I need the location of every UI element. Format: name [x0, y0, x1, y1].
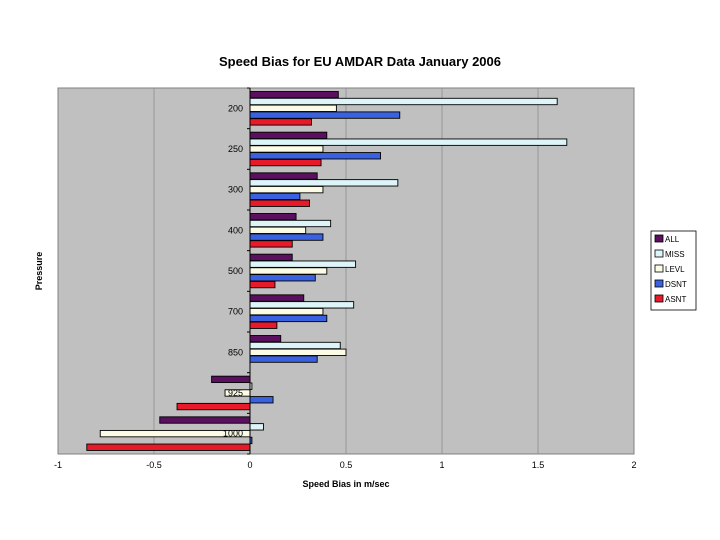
bar-miss-1000 — [249, 423, 264, 431]
bar-asnt-925 — [176, 402, 251, 411]
legend-label-dsnt: DSNT — [665, 280, 687, 289]
legend-swatch-miss — [654, 249, 664, 258]
bar-miss-700 — [249, 301, 355, 309]
category-label-925: 925 — [228, 388, 243, 398]
x-tick-label: 1 — [439, 460, 444, 470]
category-label-200: 200 — [228, 103, 243, 113]
category-label-700: 700 — [228, 307, 243, 317]
bar-all-250 — [249, 131, 328, 140]
category-label-850: 850 — [228, 347, 243, 357]
legend-label-levl: LEVL — [665, 265, 685, 274]
bar-miss-300 — [249, 179, 399, 187]
chart-title: Speed Bias for EU AMDAR Data January 200… — [219, 54, 501, 69]
category-label-250: 250 — [228, 144, 243, 154]
bar-levl-250 — [249, 145, 324, 153]
bars-group — [86, 91, 568, 451]
bar-asnt-700 — [249, 321, 278, 329]
x-axis-label: Speed Bias in m/sec — [302, 479, 389, 489]
bar-all-700 — [249, 294, 305, 302]
legend-swatch-dsnt — [654, 279, 664, 288]
bar-all-925 — [211, 375, 251, 384]
bar-levl-700 — [249, 307, 324, 316]
bar-levl-200 — [249, 104, 337, 112]
bar-levl-300 — [249, 185, 324, 194]
category-label-400: 400 — [228, 225, 243, 235]
x-tick-label: 0 — [247, 460, 252, 470]
legend-label-miss: MISS — [665, 250, 685, 259]
legend-label-all: ALL — [665, 235, 680, 244]
bar-levl-850 — [249, 348, 347, 356]
bar-miss-500 — [249, 260, 357, 268]
x-tick-label: 1.5 — [532, 460, 545, 470]
bar-asnt-400 — [249, 240, 293, 248]
category-label-500: 500 — [228, 266, 243, 276]
bar-dsnt-925 — [249, 396, 274, 404]
x-tick-label: -0.5 — [146, 460, 162, 470]
x-tick-label: 2 — [631, 460, 636, 470]
bar-miss-850 — [249, 341, 341, 350]
bar-dsnt-250 — [249, 152, 382, 160]
bar-asnt-200 — [249, 118, 312, 126]
category-labels: 200 250 300 400 500 700 850 925 1000 — [223, 103, 243, 438]
y-axis-label: Pressure — [34, 252, 44, 291]
zero-axis — [247, 87, 251, 455]
bar-dsnt-300 — [249, 192, 301, 201]
bar-all-200 — [249, 91, 339, 99]
bar-asnt-1000 — [86, 443, 251, 451]
legend-swatch-asnt — [654, 294, 664, 303]
bar-miss-400 — [249, 219, 332, 228]
bar-dsnt-500 — [249, 274, 316, 282]
bar-miss-250 — [249, 138, 568, 146]
bar-levl-400 — [249, 226, 307, 234]
x-tick-label: -1 — [54, 460, 62, 470]
bar-all-500 — [249, 253, 293, 262]
bar-levl-500 — [249, 267, 328, 275]
legend-label-asnt: ASNT — [665, 295, 686, 304]
bar-all-1000 — [159, 416, 251, 424]
bar-dsnt-850 — [249, 355, 318, 363]
category-label-1000: 1000 — [223, 429, 243, 439]
bar-asnt-250 — [249, 158, 322, 167]
x-tick-label: 0.5 — [340, 460, 353, 470]
bar-dsnt-700 — [249, 314, 328, 323]
bar-dsnt-400 — [249, 233, 324, 241]
legend: ALL MISS LEVL DSNT ASNT — [650, 230, 697, 311]
legend-swatch-levl — [654, 264, 664, 273]
bar-all-300 — [249, 172, 318, 180]
legend-swatch-all — [654, 234, 664, 243]
bar-asnt-300 — [249, 199, 310, 207]
category-label-300: 300 — [228, 185, 243, 195]
x-tick-labels: -1 -0.5 0 0.5 1 1.5 2 — [54, 460, 637, 470]
bar-all-400 — [249, 213, 297, 221]
bar-asnt-500 — [249, 280, 276, 289]
bar-dsnt-200 — [249, 111, 401, 119]
bar-miss-200 — [249, 97, 558, 106]
bar-all-850 — [249, 335, 282, 343]
